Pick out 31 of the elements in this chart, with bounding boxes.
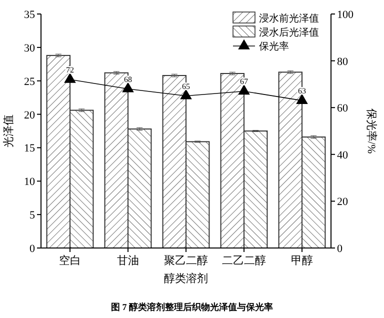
- x-axis-title: 醇类溶剂: [164, 272, 208, 285]
- point: [238, 84, 250, 95]
- legend-label: 浸水前光泽值: [259, 12, 319, 24]
- x-tick-label: 二乙二醇: [222, 254, 266, 267]
- y-tick-label: 30: [24, 42, 36, 54]
- y-axis-title: 光泽值: [2, 114, 15, 148]
- y2-tick-label: 80: [337, 56, 348, 68]
- y2-tick-label: 20: [337, 196, 348, 208]
- y2-axis-title: 保光率/%: [365, 108, 378, 154]
- y-tick-label: 0: [30, 243, 36, 255]
- y2-tick-label: 0: [337, 243, 343, 255]
- x-tick-label: 甘油: [117, 254, 139, 267]
- y-tick-label: 10: [24, 176, 36, 188]
- point: [180, 89, 192, 100]
- x-tick-label: 聚乙二醇: [164, 254, 208, 267]
- legend-label: 浸水后光泽值: [259, 26, 319, 38]
- y-tick-label: 35: [24, 9, 36, 21]
- y2-tick-label: 60: [337, 102, 348, 115]
- y-tick-label: 25: [24, 76, 36, 88]
- y-tick-label: 15: [24, 142, 36, 155]
- y2-tick-label: 40: [337, 149, 348, 162]
- y-tick-label: 20: [24, 109, 36, 122]
- y2-tick-label: 100: [337, 9, 354, 21]
- x-tick-label: 空白: [59, 254, 81, 267]
- caption: 图 7 醇类溶剂整理后织物光泽值与保光率: [111, 302, 273, 312]
- point: [64, 72, 76, 83]
- x-tick-label: 甲醇: [291, 254, 313, 267]
- legend-label: 保光率: [259, 40, 289, 52]
- y-tick-label: 5: [30, 210, 36, 222]
- point: [296, 94, 308, 104]
- point: [122, 82, 134, 92]
